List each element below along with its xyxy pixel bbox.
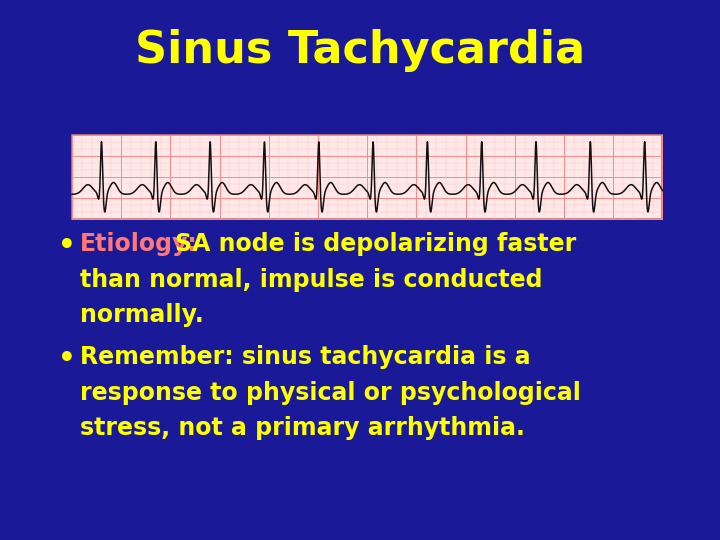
Bar — [72, 135, 662, 219]
Text: response to physical or psychological: response to physical or psychological — [80, 381, 581, 404]
Text: •: • — [58, 232, 76, 260]
Text: Etiology:: Etiology: — [80, 232, 198, 256]
Text: Sinus Tachycardia: Sinus Tachycardia — [135, 29, 585, 71]
Text: than normal, impulse is conducted: than normal, impulse is conducted — [80, 268, 542, 292]
Text: SA node is depolarizing faster: SA node is depolarizing faster — [175, 232, 576, 256]
Text: •: • — [58, 345, 76, 373]
Text: normally.: normally. — [80, 303, 204, 327]
Text: Remember: sinus tachycardia is a: Remember: sinus tachycardia is a — [80, 345, 531, 369]
Text: stress, not a primary arrhythmia.: stress, not a primary arrhythmia. — [80, 416, 525, 441]
